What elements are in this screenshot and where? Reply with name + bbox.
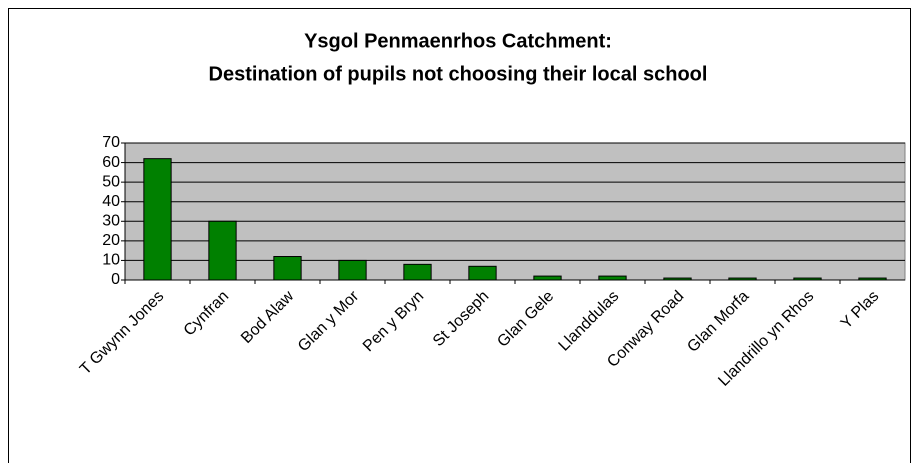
plot-area bbox=[124, 142, 906, 281]
bar bbox=[468, 265, 497, 281]
y-tick-label: 30 bbox=[102, 213, 120, 230]
bar bbox=[663, 277, 692, 281]
chart-title: Destination of pupils not choosing their… bbox=[209, 63, 708, 85]
bar bbox=[858, 277, 887, 281]
y-tick-label: 20 bbox=[102, 232, 120, 249]
bar bbox=[793, 277, 822, 281]
chart-title: Ysgol Penmaenrhos Catchment: bbox=[304, 30, 612, 52]
bar bbox=[598, 275, 627, 281]
y-tick-label: 50 bbox=[102, 173, 120, 190]
y-tick-label: 70 bbox=[102, 134, 120, 151]
bar bbox=[273, 256, 302, 281]
y-tick-label: 40 bbox=[102, 193, 120, 210]
bar bbox=[403, 263, 432, 281]
bar bbox=[338, 259, 367, 281]
bar bbox=[143, 158, 172, 281]
y-tick-label: 60 bbox=[102, 154, 120, 171]
y-tick-label: 0 bbox=[111, 271, 120, 288]
y-tick-label: 10 bbox=[102, 252, 120, 269]
bar bbox=[208, 220, 237, 281]
bar bbox=[728, 277, 757, 281]
bar bbox=[533, 275, 562, 281]
